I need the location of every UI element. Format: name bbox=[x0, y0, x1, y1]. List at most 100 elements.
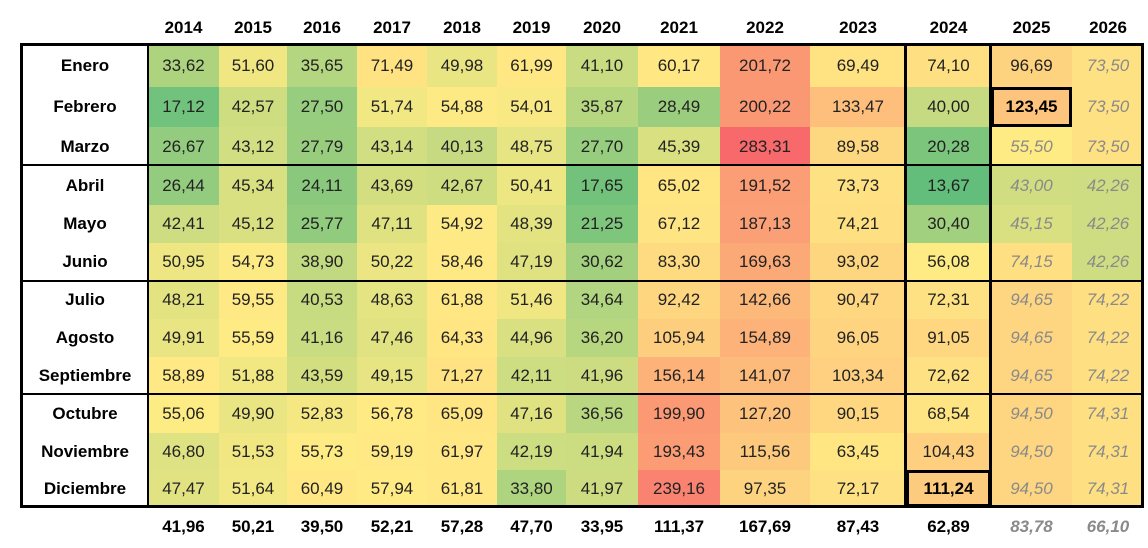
value-cell: 41,96 bbox=[566, 357, 638, 395]
value-cell: 26,44 bbox=[148, 166, 219, 205]
value-cell: 156,14 bbox=[638, 357, 720, 395]
value-cell: 74,31 bbox=[1072, 470, 1144, 507]
value-cell: 60,17 bbox=[638, 45, 720, 87]
value-cell: 111,24 bbox=[906, 470, 991, 507]
value-cell: 74,22 bbox=[1072, 319, 1144, 357]
value-cell: 24,11 bbox=[287, 166, 357, 205]
value-cell: 92,42 bbox=[638, 280, 720, 319]
value-cell: 40,53 bbox=[287, 280, 357, 319]
value-cell: 59,19 bbox=[357, 433, 427, 470]
value-cell: 20,28 bbox=[906, 127, 991, 166]
value-cell: 94,65 bbox=[991, 280, 1072, 319]
value-cell: 34,64 bbox=[566, 280, 638, 319]
value-cell: 71,27 bbox=[427, 357, 497, 395]
value-cell: 90,15 bbox=[810, 395, 906, 433]
value-cell: 72,31 bbox=[906, 280, 991, 319]
value-cell: 115,56 bbox=[720, 433, 810, 470]
year-header: 2024 bbox=[929, 18, 968, 37]
month-label: Febrero bbox=[53, 97, 117, 116]
value-cell: 43,59 bbox=[287, 357, 357, 395]
value-cell: 51,53 bbox=[219, 433, 287, 470]
value-cell: 55,73 bbox=[287, 433, 357, 470]
value-cell: 65,02 bbox=[638, 166, 720, 205]
value-cell: 283,31 bbox=[720, 127, 810, 166]
value-cell: 40,00 bbox=[906, 87, 991, 127]
value-cell: 56,08 bbox=[906, 243, 991, 280]
value-cell: 43,12 bbox=[219, 127, 287, 166]
annual-average: 111,37 bbox=[653, 517, 705, 536]
value-cell: 45,15 bbox=[991, 205, 1072, 243]
annual-average: 57,28 bbox=[440, 517, 484, 536]
value-cell: 127,20 bbox=[720, 395, 810, 433]
value-cell: 191,52 bbox=[720, 166, 810, 205]
table-border bbox=[1141, 43, 1144, 508]
value-cell: 50,41 bbox=[497, 166, 566, 205]
value-cell: 48,75 bbox=[497, 127, 566, 166]
value-cell: 48,21 bbox=[148, 280, 219, 319]
value-cell: 50,95 bbox=[148, 243, 219, 280]
annual-average: 167,69 bbox=[739, 517, 791, 536]
annual-average: 87,43 bbox=[836, 517, 880, 536]
value-cell: 54,88 bbox=[427, 87, 497, 127]
value-cell: 26,67 bbox=[148, 127, 219, 166]
value-cell: 42,26 bbox=[1072, 243, 1144, 280]
value-cell: 45,39 bbox=[638, 127, 720, 166]
value-cell: 17,12 bbox=[148, 87, 219, 127]
year-header: 2025 bbox=[1012, 18, 1051, 37]
value-cell: 49,90 bbox=[219, 395, 287, 433]
value-cell: 27,50 bbox=[287, 87, 357, 127]
value-cell: 74,15 bbox=[991, 243, 1072, 280]
table-border bbox=[20, 43, 23, 508]
value-cell: 27,70 bbox=[566, 127, 638, 166]
month-label: Noviembre bbox=[41, 442, 129, 461]
year-header: 2019 bbox=[512, 18, 551, 37]
value-cell: 59,55 bbox=[219, 280, 287, 319]
value-cell: 54,92 bbox=[427, 205, 497, 243]
value-cell: 36,20 bbox=[566, 319, 638, 357]
value-cell: 74,31 bbox=[1072, 433, 1144, 470]
value-cell: 54,01 bbox=[497, 87, 566, 127]
value-cell: 43,69 bbox=[357, 166, 427, 205]
value-cell: 40,13 bbox=[427, 127, 497, 166]
year-header: 2022 bbox=[746, 18, 784, 37]
value-cell: 49,15 bbox=[357, 357, 427, 395]
value-cell: 96,69 bbox=[991, 45, 1072, 87]
value-cell: 91,05 bbox=[906, 319, 991, 357]
value-cell: 199,90 bbox=[638, 395, 720, 433]
value-cell: 65,09 bbox=[427, 395, 497, 433]
value-cell: 47,16 bbox=[497, 395, 566, 433]
value-cell: 48,63 bbox=[357, 280, 427, 319]
value-cell: 200,22 bbox=[720, 87, 810, 127]
value-cell: 47,11 bbox=[357, 205, 427, 243]
value-cell: 193,43 bbox=[638, 433, 720, 470]
month-label: Junio bbox=[62, 252, 108, 271]
year-header: 2020 bbox=[583, 18, 621, 37]
value-cell: 49,91 bbox=[148, 319, 219, 357]
value-cell: 142,66 bbox=[720, 280, 810, 319]
month-label: Octubre bbox=[52, 404, 118, 423]
value-cell: 73,50 bbox=[1072, 87, 1144, 127]
column-divider bbox=[147, 43, 149, 508]
year-header: 2015 bbox=[234, 18, 272, 37]
value-cell: 30,62 bbox=[566, 243, 638, 280]
value-cell: 74,21 bbox=[810, 205, 906, 243]
month-label: Diciembre bbox=[43, 479, 127, 498]
value-cell: 35,87 bbox=[566, 87, 638, 127]
value-cell: 42,57 bbox=[219, 87, 287, 127]
value-cell: 43,00 bbox=[991, 166, 1072, 205]
value-cell: 94,50 bbox=[991, 395, 1072, 433]
year-header: 2021 bbox=[660, 18, 698, 37]
value-cell: 42,26 bbox=[1072, 205, 1144, 243]
annual-average: 50,21 bbox=[231, 517, 275, 536]
annual-average: 41,96 bbox=[162, 517, 205, 536]
value-cell: 30,40 bbox=[906, 205, 991, 243]
quarter-divider bbox=[20, 164, 1144, 166]
value-cell: 58,89 bbox=[148, 357, 219, 395]
value-cell: 49,98 bbox=[427, 45, 497, 87]
value-cell: 45,34 bbox=[219, 166, 287, 205]
value-cell: 72,17 bbox=[810, 470, 906, 507]
year-header: 2023 bbox=[839, 18, 877, 37]
value-cell: 83,30 bbox=[638, 243, 720, 280]
value-cell: 56,78 bbox=[357, 395, 427, 433]
value-cell: 74,10 bbox=[906, 45, 991, 87]
